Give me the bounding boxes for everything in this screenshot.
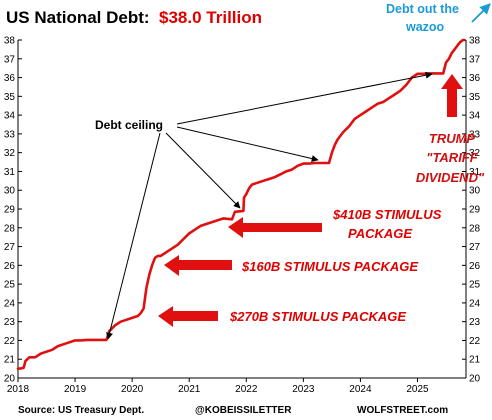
y-tick-label-left: 35 [4,92,16,103]
wazoo-arrow [471,3,491,23]
source-label: Source: US Treasury Dept. [18,405,144,416]
y-tick-label-left: 37 [4,54,16,65]
y-tick-label-left: 23 [4,317,16,328]
y-tick-label-right: 37 [469,54,481,65]
handle-label: @KOBEISSILETTER [195,405,292,416]
x-tick-label: 2023 [292,384,315,395]
y-tick-label-right: 25 [469,280,481,291]
y-ticks-left: 20 21 22 23 24 25 26 27 28 29 30 31 32 33 34 35 36 37 38 [4,36,22,385]
y-tick-label-right: 38 [469,36,481,47]
debt-series-line [16,38,466,370]
chart-title: US National Debt: [6,8,150,27]
y-tick-label-left: 26 [4,261,16,272]
y-tick-label-right: 21 [469,355,481,366]
y-tick-label-left: 29 [4,205,16,216]
y-tick-label-right: 20 [469,374,481,385]
y-tick-label-right: 33 [469,129,481,140]
wazoo-label-2: wazoo [405,20,445,34]
x-tick-label: 2024 [349,384,372,395]
y-tick-label-right: 24 [469,298,481,309]
trump-label-2: "TARIFF [426,150,478,165]
debt-ceiling-arrow-2025 [176,71,433,125]
trump-label-3: DIVIDEND" [416,170,485,185]
y-tick-label-left: 22 [4,336,16,347]
y-tick-label-left: 32 [4,148,16,159]
stimulus-270-arrow [158,306,218,327]
wazoo-label-1: Debt out the [386,2,459,16]
stimulus-410-arrow [228,217,322,238]
y-tick-label-right: 35 [469,92,481,103]
chart-title-value: $38.0 Trillion [159,8,262,27]
stimulus-160-arrow [164,255,232,276]
y-tick-label-right: 32 [469,148,481,159]
y-tick-label-left: 20 [4,374,16,385]
y-tick-label-left: 31 [4,167,16,178]
x-tick-label: 2021 [178,384,201,395]
debt-ceiling-label: Debt ceiling [95,118,163,132]
y-tick-label-right: 22 [469,336,481,347]
debt-ceiling-arrow-2023 [176,126,319,162]
y-tick-label-left: 28 [4,223,16,234]
y-tick-label-right: 28 [469,223,481,234]
stimulus-160-label: $160B STIMULUS PACKAGE [241,259,418,274]
stimulus-270-label: $270B STIMULUS PACKAGE [229,309,406,324]
y-tick-label-left: 24 [4,298,16,309]
y-tick-label-left: 38 [4,36,16,47]
site-label: WOLFSTREET.com [357,405,448,416]
y-tick-label-left: 25 [4,280,16,291]
stimulus-410-label-2: PACKAGE [348,226,412,241]
y-tick-label-right: 29 [469,205,481,216]
x-ticks: 2018 2019 2020 2021 2022 2023 2024 2025 [7,378,429,395]
x-tick-label: 2022 [235,384,258,395]
y-tick-label-right: 27 [469,242,481,253]
y-tick-label-right: 36 [469,73,481,84]
y-tick-label-left: 30 [4,186,16,197]
trump-arrow [441,74,463,117]
y-tick-label-left: 34 [4,111,16,122]
y-ticks-right: 20 21 22 23 24 25 26 27 28 29 30 31 32 33 34 35 36 37 38 [462,36,481,385]
stimulus-410-label: $410B STIMULUS [332,207,442,222]
y-tick-label-left: 33 [4,129,16,140]
svg-text:US National Debt: $38.0 Tr: US National Debt: $38.0 Trillion [6,8,262,27]
trump-label-1: TRUMP [429,131,476,146]
y-tick-label-right: 31 [469,167,481,178]
y-tick-label-left: 21 [4,355,16,366]
y-tick-label-right: 34 [469,111,481,122]
debt-ceiling-arrow-2019 [106,132,161,340]
y-tick-label-right: 30 [469,186,481,197]
debt-ceiling-arrow-2021 [165,132,241,209]
x-tick-label: 2020 [121,384,144,395]
x-tick-label: 2025 [406,384,429,395]
y-tick-label-right: 26 [469,261,481,272]
y-tick-label-left: 36 [4,73,16,84]
x-tick-label: 2018 [7,384,30,395]
y-tick-label-left: 27 [4,242,16,253]
debt-ceiling-arrows [106,71,433,340]
y-tick-label-right: 23 [469,317,481,328]
x-tick-label: 2019 [64,384,87,395]
